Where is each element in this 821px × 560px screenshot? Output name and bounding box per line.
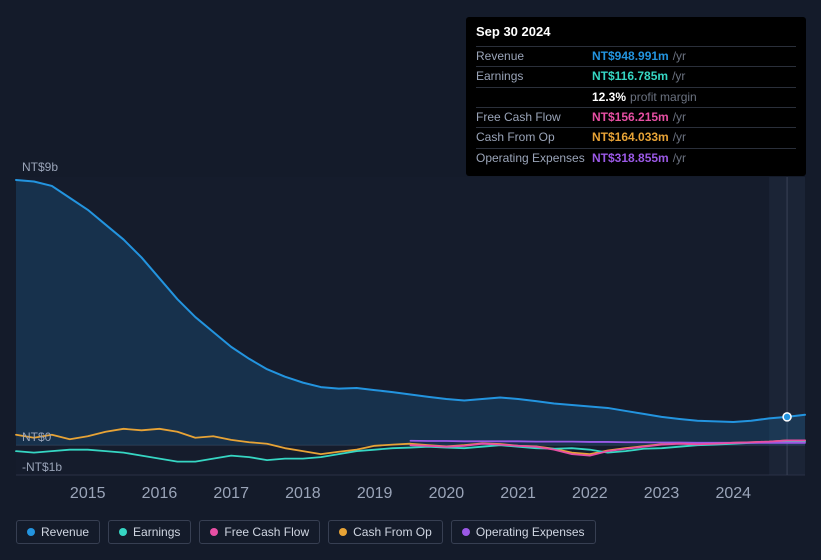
x-axis-label: 2015 [70, 485, 106, 503]
legend-label: Revenue [41, 525, 89, 539]
tooltip-row-label: Earnings [476, 68, 592, 85]
y-axis-label: NT$0 [22, 430, 51, 444]
tooltip-row: Cash From OpNT$164.033m/yr [476, 127, 796, 147]
tooltip-row-unit: /yr [673, 48, 686, 65]
tooltip-row-label: Cash From Op [476, 129, 592, 146]
legend-swatch [27, 528, 35, 536]
tooltip-row-value: NT$116.785m [592, 68, 668, 85]
legend-swatch [119, 528, 127, 536]
legend-item-earnings[interactable]: Earnings [108, 520, 191, 544]
tooltip-row-value: NT$164.033m [592, 129, 669, 146]
legend-swatch [462, 528, 470, 536]
x-axis-labels: 2015 2016 2017 2018 2019 2020 2021 2022 2023 2024 [0, 485, 821, 501]
tooltip-row: RevenueNT$948.991m/yr [476, 46, 796, 66]
legend-label: Cash From Op [353, 525, 432, 539]
legend-item-revenue[interactable]: Revenue [16, 520, 100, 544]
legend-swatch [339, 528, 347, 536]
tooltip-row-value: NT$948.991m [592, 48, 669, 65]
tooltip-row: 12.3%profit margin [476, 87, 796, 107]
tooltip-row-value: NT$156.215m [592, 109, 669, 126]
legend-item-fcf[interactable]: Free Cash Flow [199, 520, 320, 544]
chart-legend: Revenue Earnings Free Cash Flow Cash From O… [16, 520, 596, 544]
x-axis-label: 2020 [429, 485, 465, 503]
legend-item-cfo[interactable]: Cash From Op [328, 520, 443, 544]
tooltip-row: Operating ExpensesNT$318.855m/yr [476, 148, 796, 168]
tooltip-row-value: NT$318.855m [592, 150, 669, 167]
x-axis-label: 2016 [142, 485, 178, 503]
tooltip-row-unit: profit margin [630, 89, 697, 106]
tooltip-row-unit: /yr [673, 129, 686, 146]
tooltip-date: Sep 30 2024 [476, 23, 796, 46]
legend-swatch [210, 528, 218, 536]
y-axis-label: NT$9b [22, 160, 58, 174]
tooltip-row-label: Operating Expenses [476, 150, 592, 167]
tooltip-row-unit: /yr [672, 68, 685, 85]
tooltip-row: Free Cash FlowNT$156.215m/yr [476, 107, 796, 127]
legend-item-opex[interactable]: Operating Expenses [451, 520, 596, 544]
data-tooltip: Sep 30 2024 RevenueNT$948.991m/yrEarning… [466, 17, 806, 176]
legend-label: Operating Expenses [476, 525, 585, 539]
legend-label: Free Cash Flow [224, 525, 309, 539]
y-axis-label: -NT$1b [22, 460, 62, 474]
x-axis-label: 2021 [500, 485, 536, 503]
x-axis-label: 2017 [213, 485, 249, 503]
tooltip-row-unit: /yr [673, 109, 686, 126]
x-axis-label: 2024 [715, 485, 751, 503]
tooltip-row-label: Revenue [476, 48, 592, 65]
tooltip-row-unit: /yr [673, 150, 686, 167]
x-axis-label: 2018 [285, 485, 321, 503]
tooltip-row: EarningsNT$116.785m/yr [476, 66, 796, 86]
legend-label: Earnings [133, 525, 180, 539]
x-axis-label: 2019 [357, 485, 393, 503]
tooltip-row-label [476, 89, 592, 106]
tooltip-row-label: Free Cash Flow [476, 109, 592, 126]
x-axis-label: 2022 [572, 485, 608, 503]
tooltip-row-value: 12.3% [592, 89, 626, 106]
x-axis-label: 2023 [644, 485, 680, 503]
